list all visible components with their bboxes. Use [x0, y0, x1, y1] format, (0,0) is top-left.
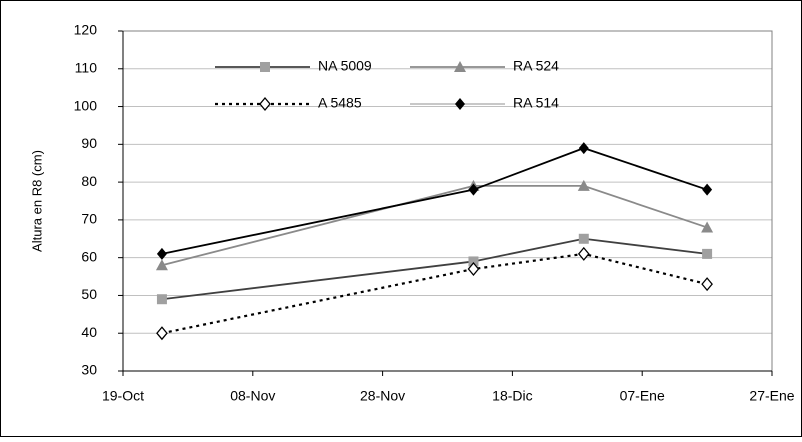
y-tick-label: 40: [81, 324, 97, 340]
legend-marker: [260, 62, 270, 72]
legend-label: RA 524: [513, 58, 559, 74]
x-tick-label: 08-Nov: [230, 388, 275, 404]
y-tick-label: 110: [75, 59, 98, 75]
data-point: [578, 233, 589, 244]
data-point: [468, 256, 479, 267]
x-tick-label: 27-Ene: [749, 388, 794, 404]
x-tick-label: 19-Oct: [102, 388, 144, 404]
data-point: [578, 142, 589, 155]
y-tick-label: 60: [81, 248, 97, 264]
data-point: [577, 179, 590, 191]
data-point: [702, 248, 713, 259]
data-point: [577, 246, 590, 261]
x-tick-label: 18-Dic: [492, 388, 532, 404]
series-line: [161, 237, 708, 301]
data-point: [701, 277, 713, 292]
y-tick-label: 70: [81, 211, 97, 227]
data-point: [156, 294, 167, 305]
legend-label: A 5485: [318, 95, 362, 111]
legend-label: RA 514: [513, 95, 559, 111]
y-tick-label: 80: [81, 173, 97, 189]
legend-marker: [259, 96, 271, 112]
data-point: [468, 183, 479, 196]
data-point: [701, 221, 714, 233]
legend-marker: [454, 61, 466, 72]
legend-marker: [455, 98, 465, 110]
series-line: [161, 147, 708, 255]
data-point: [467, 261, 480, 277]
y-tick-label: 120: [74, 22, 98, 38]
x-tick-label: 28-Nov: [360, 388, 405, 404]
y-axis-label: Altura en R8 (cm): [29, 150, 44, 252]
y-tick-label: 90: [81, 135, 97, 151]
series-line: [161, 184, 708, 267]
data-point: [156, 247, 167, 260]
y-tick-label: 100: [74, 97, 98, 113]
data-point: [156, 326, 168, 341]
data-point: [702, 183, 713, 196]
legend-label: NA 5009: [318, 58, 372, 74]
y-tick-label: 30: [81, 362, 97, 378]
data-point: [155, 259, 168, 271]
y-tick-label: 50: [81, 286, 97, 302]
x-tick-label: 07-Ene: [620, 388, 665, 404]
series-line: [161, 252, 708, 335]
